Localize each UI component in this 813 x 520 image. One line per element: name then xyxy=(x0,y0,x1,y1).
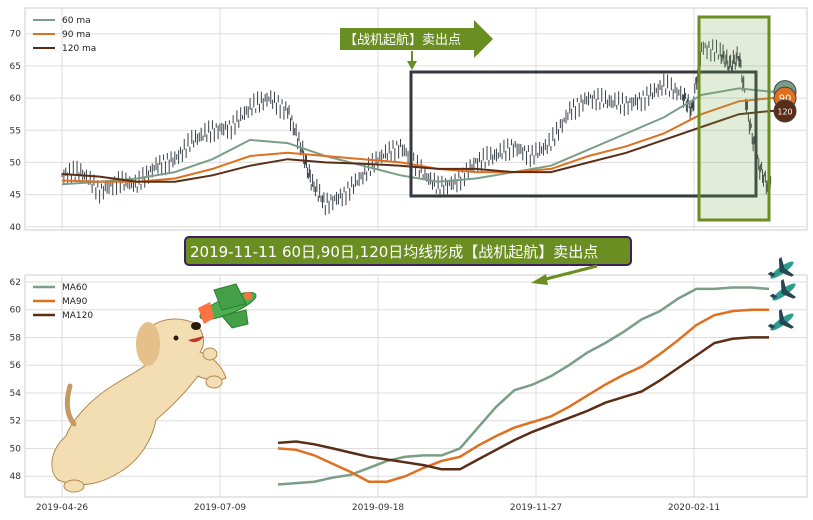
x-tick-label: 2020-02-11 xyxy=(668,503,720,513)
top-annotation-text: 【战机起航】卖出点 xyxy=(344,32,461,48)
airplane-icon xyxy=(769,278,797,301)
top-y-tick-label: 45 xyxy=(10,191,21,201)
ma-line-MA120 xyxy=(277,336,769,471)
top-y-ticks: 40 45 50 55 60 65 70 xyxy=(10,30,22,233)
ma-line-MA60 xyxy=(277,286,770,486)
top-y-tick-label: 60 xyxy=(10,94,22,104)
top-y-tick-label: 40 xyxy=(10,223,22,233)
bottom-y-tick-label: 62 xyxy=(10,278,21,288)
top-legend: 60 ma 90 ma 120 ma xyxy=(33,16,96,54)
bottom-y-tick-label: 50 xyxy=(10,444,22,454)
bottom-legend: MA60 MA90 MA120 xyxy=(33,283,93,321)
top-sell-zone xyxy=(697,15,771,222)
bottom-ma-lines xyxy=(277,286,770,486)
bottom-y-tick-label: 58 xyxy=(10,333,22,343)
airplane-icon xyxy=(767,308,795,331)
ma-line-120-ma xyxy=(61,110,772,183)
bottom-y-tick-label: 60 xyxy=(10,306,22,316)
bottom-y-tick-label: 52 xyxy=(10,417,21,427)
top-highlight-box xyxy=(409,70,758,198)
toy-plane-illustration xyxy=(198,283,257,329)
middle-annotation-arrow xyxy=(541,264,598,282)
x-tick-label: 2019-04-26 xyxy=(36,503,89,513)
x-tick-label: 2019-07-09 xyxy=(194,503,247,513)
x-tick-label: 2019-09-18 xyxy=(352,503,405,513)
legend-label: 120 ma xyxy=(62,44,96,54)
ma-line-90-ma xyxy=(61,97,772,183)
top-candles xyxy=(61,39,772,216)
airplane-icons xyxy=(767,256,797,331)
top-panel: 40 45 50 55 60 65 70 【战机起航】卖出点 6090120 60 ma 90… xyxy=(10,7,808,233)
top-y-tick-label: 65 xyxy=(10,62,21,72)
top-y-tick-label: 70 xyxy=(10,30,22,40)
top-annotation: 【战机起航】卖出点 xyxy=(340,20,493,70)
ma-marker-label: 90 xyxy=(779,94,792,105)
bottom-y-ticks: 48 50 52 54 56 58 60 62 xyxy=(10,278,22,482)
ma-line-60-ma xyxy=(61,87,772,186)
bottom-y-tick-label: 54 xyxy=(10,389,22,399)
bottom-y-tick-label: 56 xyxy=(10,361,22,371)
top-ma-lines xyxy=(61,87,772,186)
top-y-tick-label: 50 xyxy=(10,158,22,168)
annotation-arrow-banner xyxy=(340,20,493,58)
middle-annotation: 2019-11-11 60日,90日,120日均线形成【战机起航】卖出点 xyxy=(184,236,632,285)
ma-marker-circle xyxy=(773,99,797,123)
middle-annotation-arrow-head xyxy=(531,274,548,285)
legend-label: MA120 xyxy=(62,311,93,321)
dog-illustration xyxy=(51,318,227,493)
legend-label: 60 ma xyxy=(62,16,91,26)
x-tick-label: 2019-11-27 xyxy=(510,503,562,513)
middle-annotation-box xyxy=(184,236,632,266)
ma-marker-label: 120 xyxy=(777,107,792,116)
airplane-icon xyxy=(767,256,795,279)
annotation-pointer-head xyxy=(407,61,417,70)
top-y-tick-label: 55 xyxy=(10,126,21,136)
legend-label: MA90 xyxy=(62,297,88,307)
legend-label: 90 ma xyxy=(62,30,91,40)
bottom-y-tick-label: 48 xyxy=(10,472,22,482)
legend-label: MA60 xyxy=(62,283,88,293)
ma-line-MA90 xyxy=(277,308,769,483)
middle-annotation-text: 2019-11-11 60日,90日,120日均线形成【战机起航】卖出点 xyxy=(190,243,598,261)
bottom-x-ticks: 2019-04-26 2019-07-09 2019-09-18 2019-11-27… xyxy=(36,503,720,513)
top-ma-markers: 6090120 xyxy=(770,80,797,123)
